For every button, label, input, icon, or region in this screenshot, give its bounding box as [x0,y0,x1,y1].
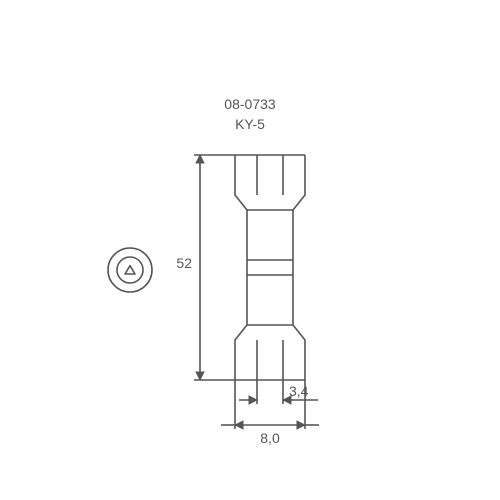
part-number: 08-0733 [0,95,500,115]
model-code: KY-5 [0,115,500,135]
svg-text:52: 52 [176,255,192,271]
svg-text:8,0: 8,0 [260,430,280,446]
technical-drawing-svg: 523,48,0 [0,0,500,500]
drawing-canvas: 08-0733 KY-5 523,48,0 [0,0,500,500]
title-block: 08-0733 KY-5 [0,95,500,134]
